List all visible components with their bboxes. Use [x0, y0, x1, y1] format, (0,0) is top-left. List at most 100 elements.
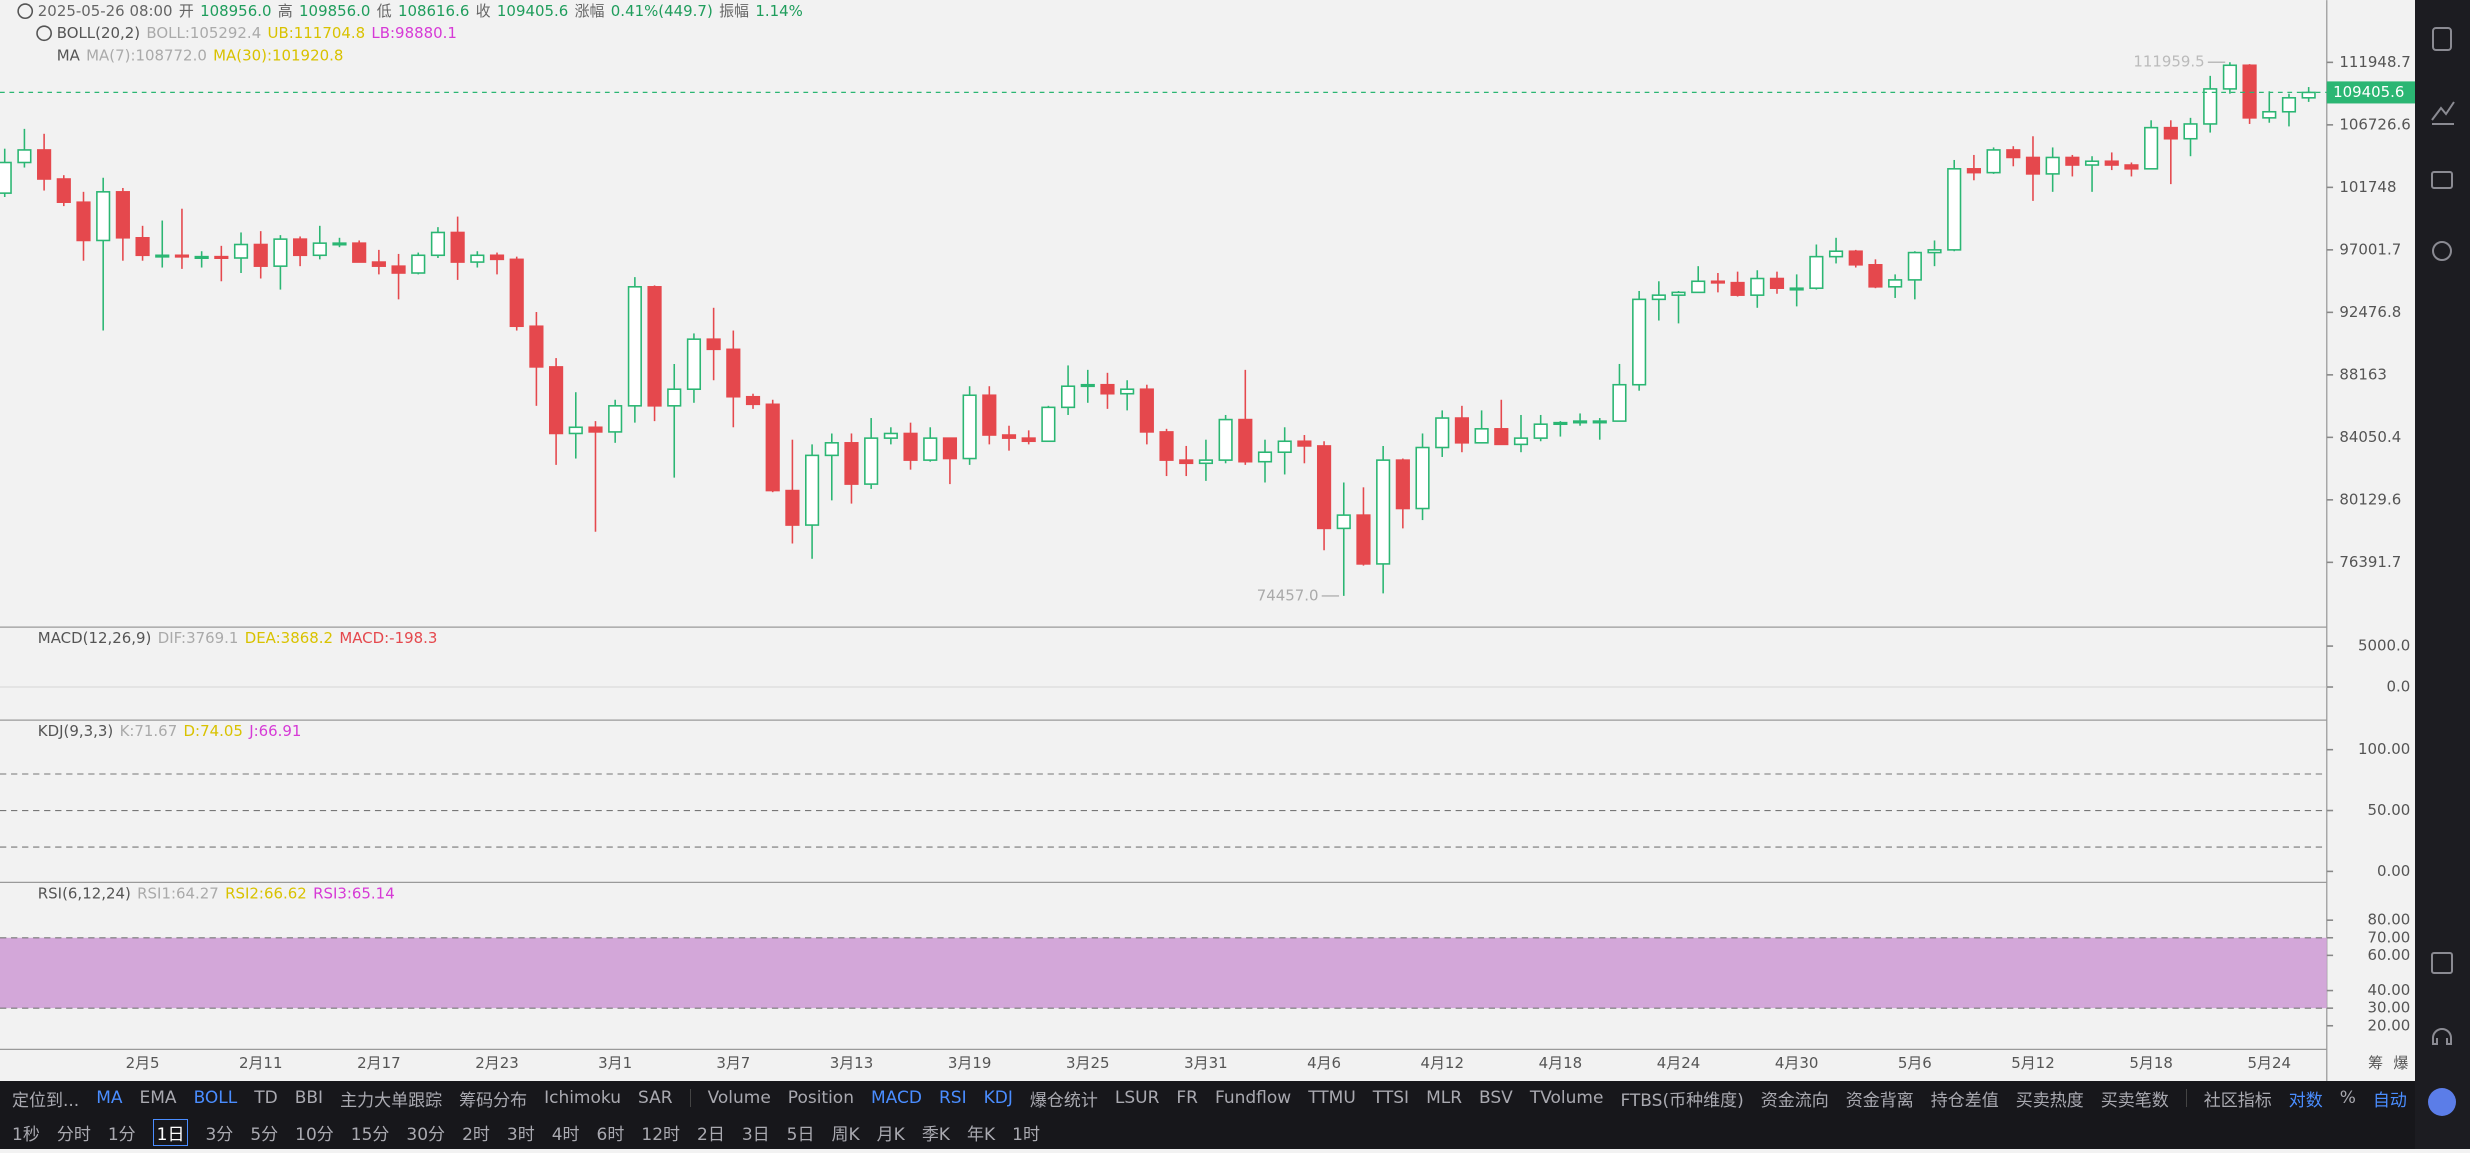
- toolbar-item[interactable]: 资金背离: [1845, 1090, 1914, 1111]
- toolbar-item[interactable]: Position: [787, 1088, 854, 1108]
- toolbar-item[interactable]: FTBS(币种维度): [1620, 1090, 1744, 1111]
- x-tick-label: 4月24: [1657, 1054, 1701, 1072]
- toolbar-item[interactable]: 15分: [350, 1124, 390, 1145]
- icon[interactable]: [2431, 101, 2455, 125]
- candle-body: [883, 432, 898, 439]
- toolbar-item[interactable]: EMA: [139, 1088, 177, 1108]
- toolbar-item[interactable]: 分时: [56, 1124, 91, 1145]
- toolbar-item[interactable]: 主力大单跟踪: [340, 1090, 443, 1111]
- toolbar-item[interactable]: 自动: [2372, 1090, 2407, 1111]
- toolbar-item[interactable]: 2日: [697, 1124, 725, 1145]
- toolbar-item[interactable]: 筹码分布: [459, 1090, 528, 1111]
- icon[interactable]: [2432, 1028, 2452, 1045]
- axis-extra: 筹: [2368, 1054, 2383, 1072]
- toolbar-item[interactable]: FR: [1176, 1088, 1198, 1108]
- header-icon: [17, 3, 34, 20]
- candle-body: [627, 286, 642, 407]
- toolbar-item[interactable]: SAR: [638, 1088, 673, 1108]
- chart-group: 111948.7 106726.6 101748 97001.7 92476.8 8816…: [0, 0, 2415, 1081]
- toolbar-item[interactable]: MA: [96, 1088, 123, 1108]
- toolbar-item[interactable]: TTMU: [1308, 1088, 1356, 1108]
- toolbar-item[interactable]: 6时: [596, 1124, 625, 1145]
- axis-extra: 爆: [2393, 1054, 2408, 1072]
- candle-body: [2301, 91, 2316, 99]
- header-item: UB:111704.8: [268, 24, 366, 42]
- toolbar-item[interactable]: BBI: [294, 1088, 324, 1108]
- toolbar-item[interactable]: TTSI: [1372, 1088, 1410, 1108]
- y-tick-label: 100.00: [2358, 740, 2410, 758]
- toolbar-item[interactable]: 持仓差值: [1930, 1090, 1999, 1111]
- toolbar-item[interactable]: Fundflow: [1214, 1088, 1292, 1108]
- toolbar-item[interactable]: 3时: [506, 1124, 535, 1145]
- toolbar-item[interactable]: 2时: [462, 1124, 490, 1145]
- header-item: 开: [179, 2, 194, 20]
- candle-body: [1120, 388, 1135, 395]
- candle-body: [2084, 160, 2100, 166]
- toolbar-item[interactable]: 1日: [152, 1118, 189, 1146]
- toolbar-item[interactable]: 3日: [741, 1124, 770, 1145]
- toolbar-item[interactable]: %: [2339, 1088, 2356, 1108]
- candle-body: [0, 161, 12, 194]
- toolbar-item[interactable]: 爆仓统计: [1029, 1090, 1098, 1111]
- toolbar-item[interactable]: KDJ: [983, 1088, 1013, 1108]
- toolbar-item[interactable]: 1秒: [12, 1124, 40, 1145]
- toolbar-item[interactable]: 月K: [876, 1124, 905, 1145]
- candle-body: [253, 243, 268, 267]
- toolbar-item[interactable]: BOLL: [193, 1088, 238, 1108]
- candle-body: [2025, 156, 2041, 175]
- icon[interactable]: [2432, 241, 2452, 261]
- toolbar-item[interactable]: 12时: [641, 1124, 681, 1145]
- candle-body: [489, 254, 505, 261]
- toolbar-item[interactable]: BSV: [1479, 1088, 1513, 1108]
- x-tick-label: 4月18: [1539, 1054, 1583, 1072]
- toolbar-item[interactable]: 季K: [921, 1124, 950, 1145]
- header-item: RSI3:65.14: [313, 884, 395, 902]
- toolbar-item[interactable]: 4时: [551, 1124, 580, 1145]
- toolbar-item[interactable]: 10分: [295, 1124, 334, 1145]
- toolbar-item[interactable]: MACD: [871, 1088, 922, 1108]
- icon[interactable]: [2431, 171, 2453, 189]
- toolbar-item[interactable]: 社区指标: [2203, 1090, 2272, 1111]
- toolbar-item[interactable]: Volume: [707, 1088, 771, 1108]
- header-item: 振幅: [719, 2, 749, 20]
- toolbar-item[interactable]: 30分: [406, 1124, 446, 1145]
- header-item: KDJ(9,3,3): [38, 722, 113, 740]
- toolbar-item[interactable]: MLR: [1426, 1088, 1463, 1108]
- toolbar-item[interactable]: 买卖笔数: [2100, 1090, 2169, 1111]
- icon[interactable]: [2431, 952, 2453, 974]
- toolbar-item[interactable]: 定位到...: [12, 1090, 80, 1111]
- toolbar-item[interactable]: 5日: [786, 1124, 815, 1145]
- candle-body: [56, 178, 71, 203]
- toolbar-item[interactable]: 买卖热度: [2015, 1090, 2084, 1111]
- candle-body: [1651, 294, 1666, 301]
- candle-body: [1632, 298, 1647, 386]
- toolbar-item[interactable]: 周K: [831, 1124, 860, 1145]
- toolbar-item[interactable]: TVolume: [1529, 1088, 1604, 1108]
- candle-body: [115, 191, 130, 239]
- candle-body: [667, 388, 682, 407]
- toolbar-item[interactable]: 资金流向: [1760, 1090, 1829, 1111]
- candle-body: [726, 348, 741, 398]
- avatar[interactable]: [2428, 1088, 2456, 1116]
- toolbar-item[interactable]: 1时: [1012, 1124, 1040, 1145]
- x-tick-label: 4月12: [1420, 1054, 1464, 1072]
- candle-body: [864, 437, 879, 485]
- header-item: 低: [377, 2, 392, 20]
- toolbar-item[interactable]: RSI: [938, 1088, 967, 1108]
- toolbar-item[interactable]: LSUR: [1114, 1088, 1160, 1108]
- candle-body: [1730, 281, 1745, 296]
- toolbar-item[interactable]: Ichimoku: [544, 1088, 621, 1108]
- toolbar-item[interactable]: 年K: [966, 1124, 996, 1145]
- candle-body: [1218, 418, 1233, 461]
- toolbar-item[interactable]: 1分: [107, 1124, 136, 1145]
- icon[interactable]: [2432, 27, 2452, 51]
- candle-body: [647, 286, 662, 407]
- toolbar-item[interactable]: 3分: [205, 1124, 234, 1145]
- toolbar-item[interactable]: 对数: [2288, 1090, 2323, 1111]
- toolbar-item[interactable]: 5分: [250, 1124, 279, 1145]
- header-item: 0.41%(449.7): [611, 2, 713, 20]
- candle-body: [450, 231, 465, 263]
- background: [0, 0, 2415, 1081]
- candle-body: [96, 191, 111, 242]
- toolbar-item[interactable]: TD: [254, 1088, 278, 1108]
